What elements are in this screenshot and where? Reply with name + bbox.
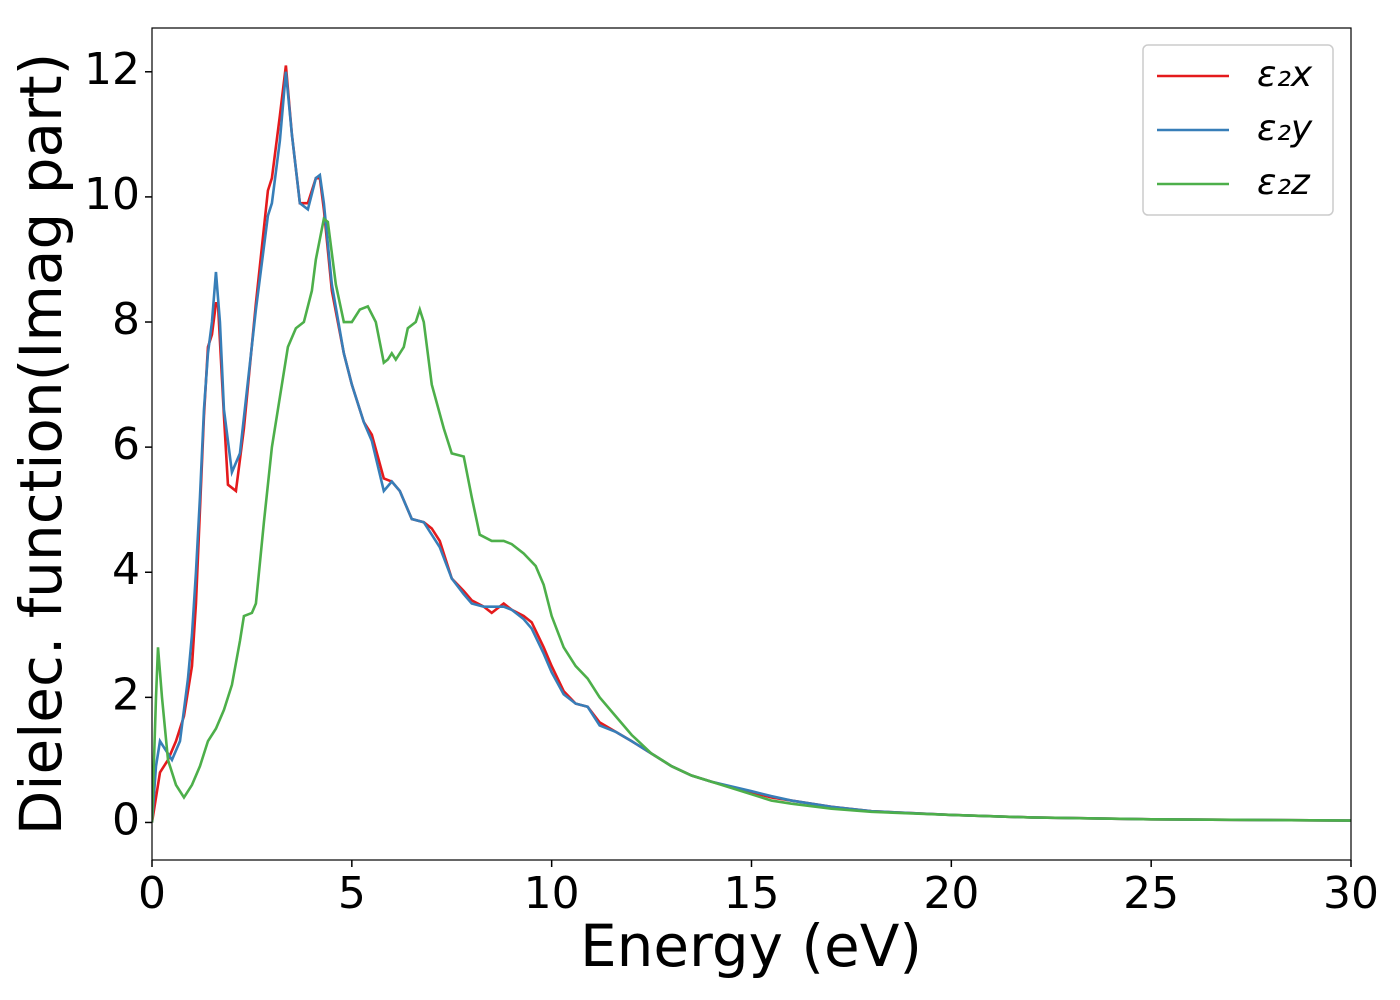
x-tick-label: 0: [138, 868, 166, 919]
x-tick-label: 30: [1323, 868, 1379, 919]
x-tick-label: 10: [524, 868, 580, 919]
x-axis-label: Energy (eV): [580, 912, 922, 980]
y-tick-label: 0: [112, 794, 140, 845]
legend-label: ε₂y: [1257, 108, 1313, 149]
legend-box: [1142, 44, 1334, 216]
y-tick-label: 4: [112, 544, 140, 595]
x-tick-label: 25: [1123, 868, 1179, 919]
legend-label: ε₂z: [1257, 162, 1311, 203]
y-tick-label: 2: [112, 669, 140, 720]
y-axis-label: Dielec. function(Imag part): [7, 53, 75, 836]
plot-frame: [151, 27, 1352, 861]
y-tick-label: 10: [84, 169, 140, 220]
series-line: [152, 216, 1351, 823]
legend-label: ε₂x: [1257, 54, 1313, 95]
y-tick-label: 8: [112, 294, 140, 345]
x-tick-label: 20: [923, 868, 979, 919]
y-tick-label: 6: [112, 419, 140, 470]
x-tick-label: 5: [338, 868, 366, 919]
y-tick-label: 12: [84, 44, 140, 95]
x-tick-label: 15: [724, 868, 780, 919]
